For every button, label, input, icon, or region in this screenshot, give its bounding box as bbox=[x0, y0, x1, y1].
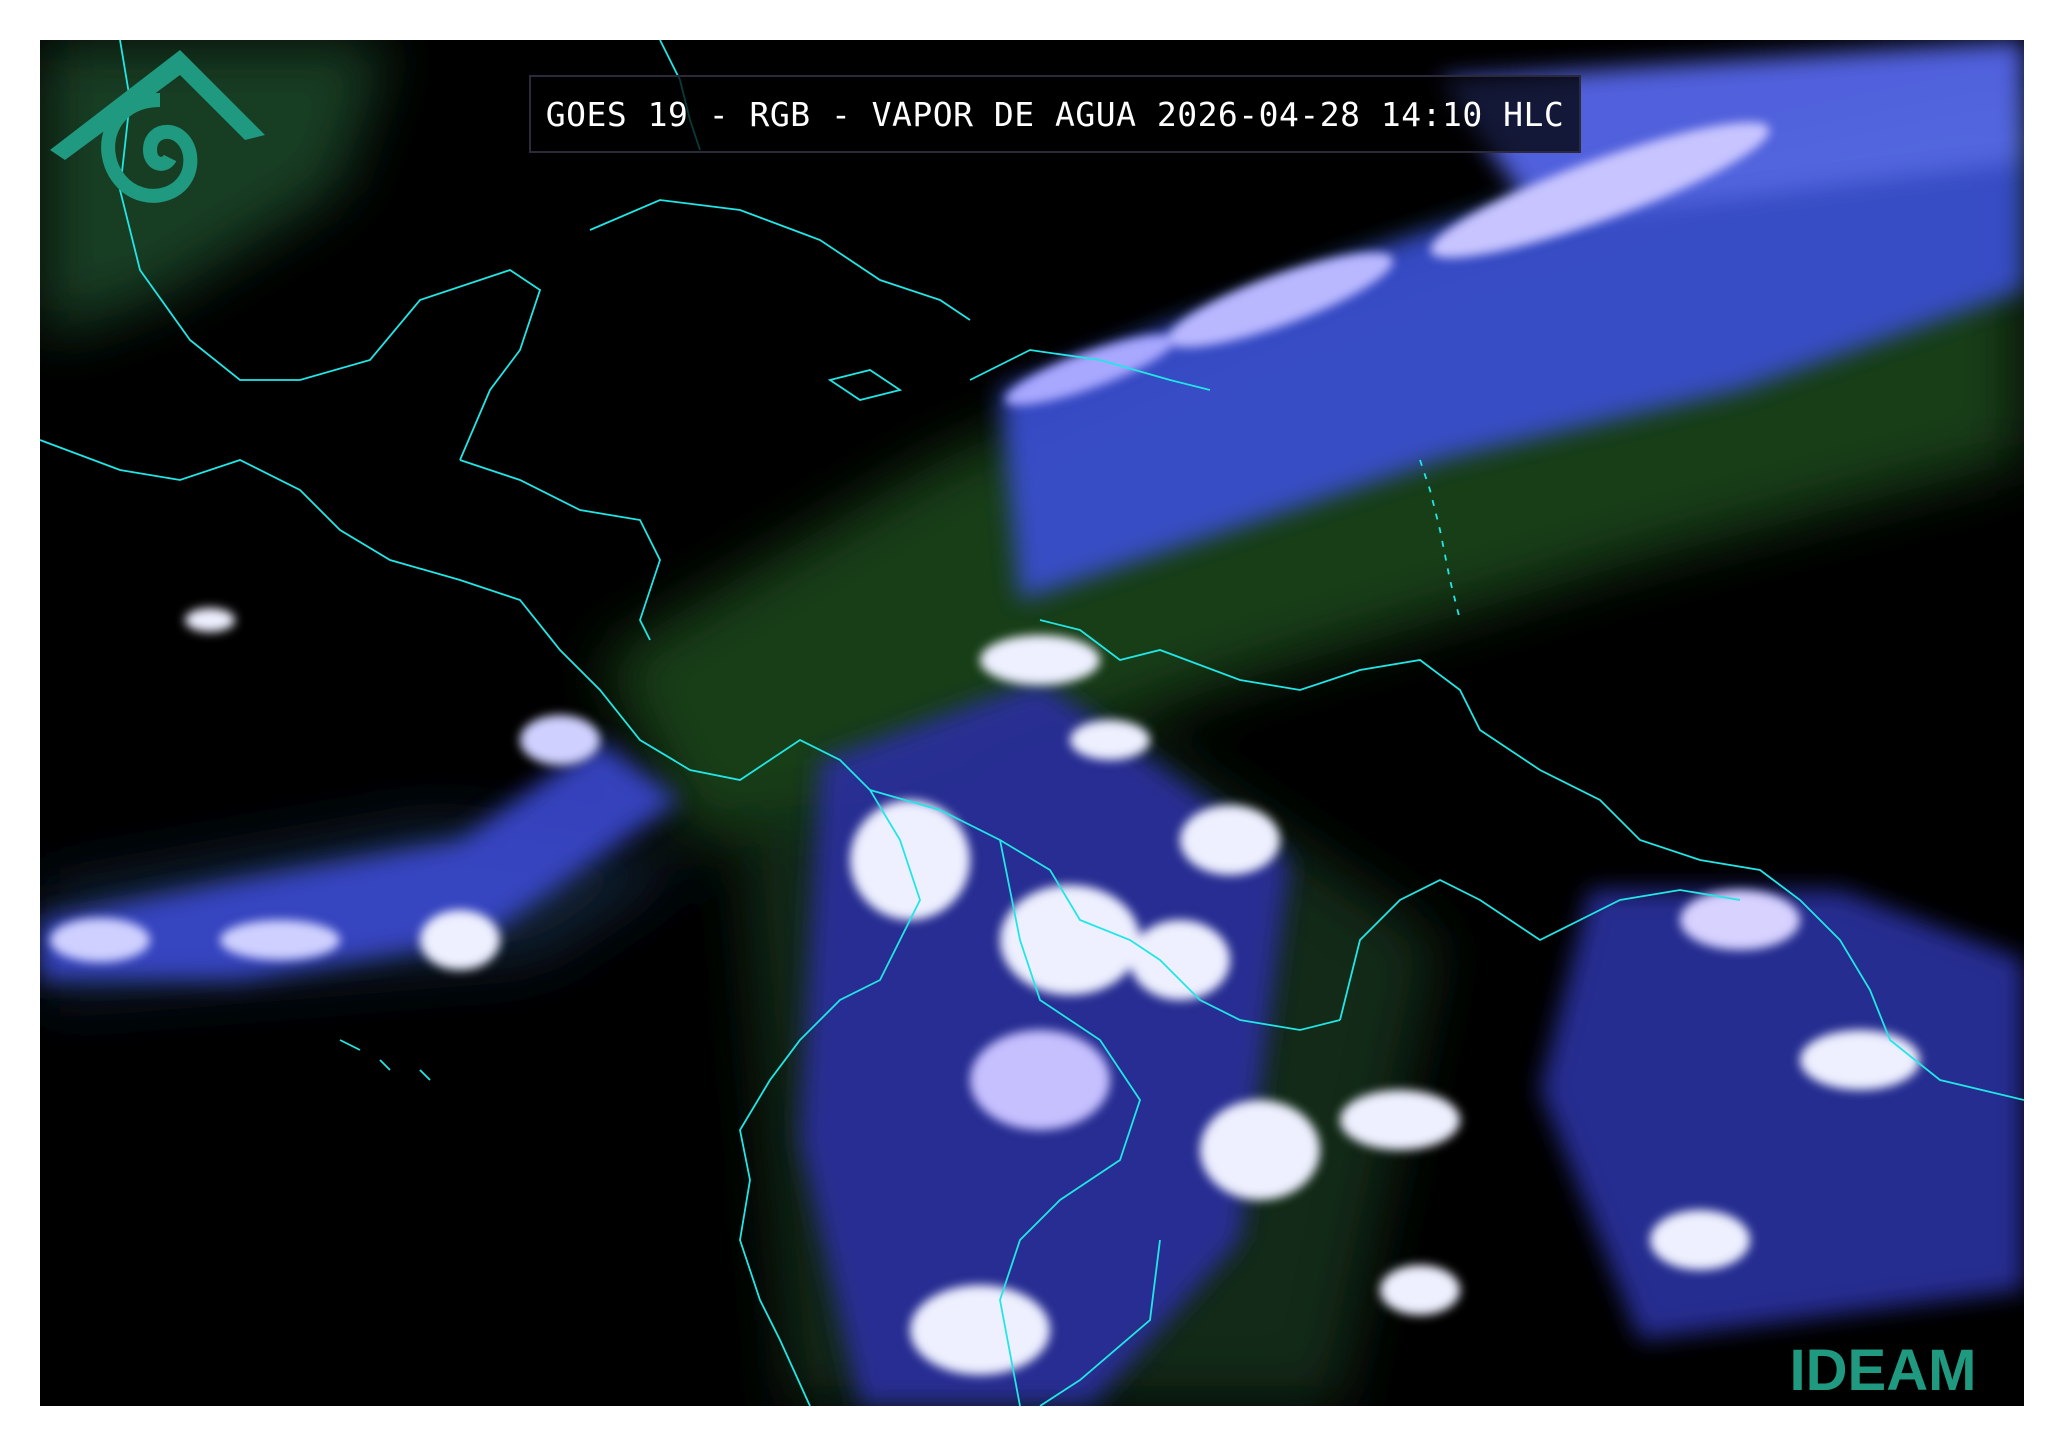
logo-spiral-icon bbox=[101, 93, 198, 203]
image-title: GOES 19 - RGB - VAPOR DE AGUA 2026-04-28… bbox=[545, 94, 1565, 134]
ideam-logo-text: IDEAM bbox=[1789, 1338, 1977, 1403]
satellite-image: GOES 19 - RGB - VAPOR DE AGUA 2026-04-28… bbox=[40, 40, 2024, 1406]
convective-clouds bbox=[50, 122, 1920, 1375]
satellite-imagery-layer bbox=[40, 40, 2024, 1406]
title-banner: GOES 19 - RGB - VAPOR DE AGUA 2026-04-28… bbox=[529, 75, 1581, 153]
ideam-logo bbox=[50, 50, 265, 203]
logo-roof-icon bbox=[50, 50, 265, 160]
cloud-band-blue bbox=[40, 40, 2024, 1406]
